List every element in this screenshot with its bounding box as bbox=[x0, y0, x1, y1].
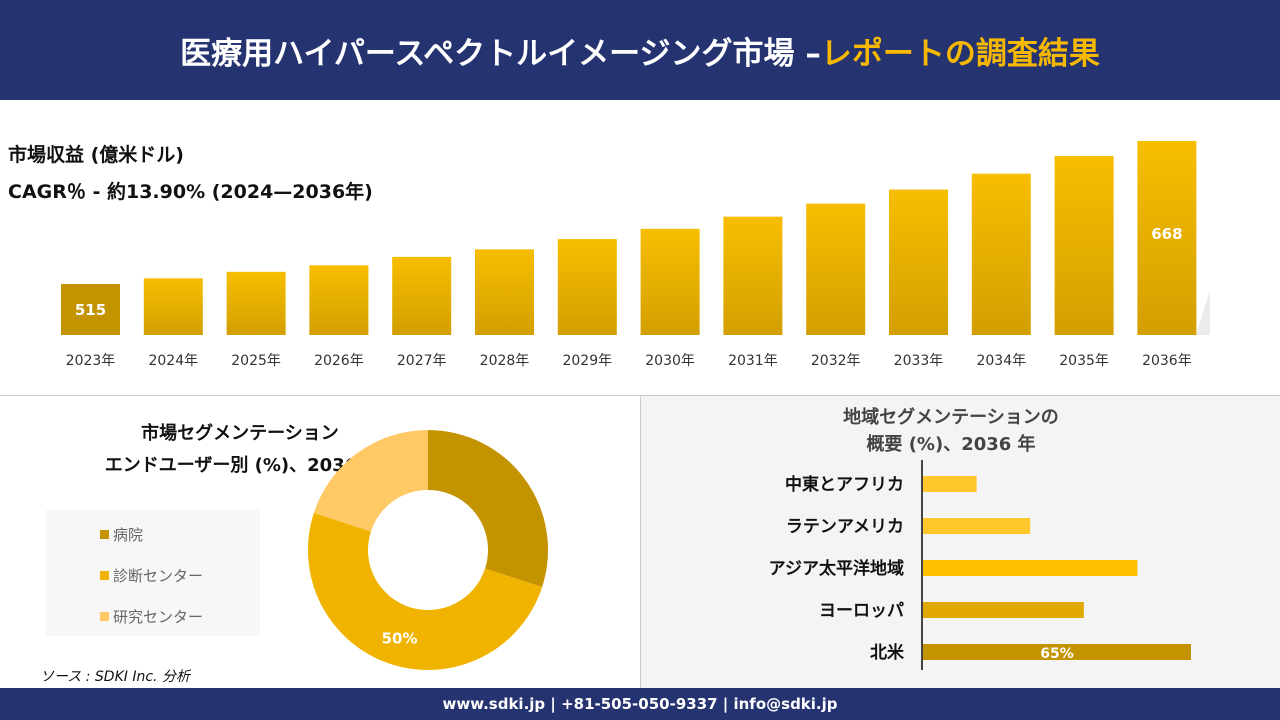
data-label: 515 bbox=[75, 301, 106, 319]
revenue-bar bbox=[143, 278, 203, 335]
legend-swatch bbox=[100, 612, 109, 621]
donut-slice bbox=[428, 430, 548, 588]
legend-label: 診断センター bbox=[113, 567, 204, 585]
revenue-bar bbox=[889, 189, 948, 335]
region-bar bbox=[923, 644, 1191, 660]
x-tick-label: 2035年 bbox=[1059, 353, 1109, 369]
x-tick-label: 2023年 bbox=[66, 353, 116, 369]
cagr-text: CAGR％ - 約13.90% (2024—2036年) bbox=[8, 181, 373, 203]
divider bbox=[0, 395, 1280, 396]
category-label: ヨーロッパ bbox=[819, 601, 904, 621]
region-bar bbox=[923, 560, 1138, 576]
data-label: 50% bbox=[382, 629, 418, 647]
title-main: 医療用ハイパースペクトルイメージング市場 – bbox=[180, 35, 821, 72]
segment-title: 市場セグメンテーションエンドユーザー別 (%)、2036年 bbox=[40, 418, 440, 482]
region-bar bbox=[923, 518, 1031, 534]
donut-legend: 病院 診断センター 研究センター bbox=[46, 510, 260, 636]
source-note: ソース : SDKI Inc. 分析 bbox=[40, 669, 190, 685]
x-tick-label: 2034年 bbox=[976, 353, 1026, 369]
donut-slice bbox=[313, 430, 428, 532]
region-title: 地域セグメンテーションの 概要 (%)、2036 年 bbox=[721, 404, 1181, 458]
x-tick-label: 2036年 bbox=[1142, 353, 1192, 369]
x-tick-label: 2030年 bbox=[645, 353, 695, 369]
revenue-bar bbox=[640, 228, 700, 335]
region-title-line2: 概要 (%)、2036 年 bbox=[866, 434, 1036, 455]
x-tick-label: 2025年 bbox=[231, 353, 281, 369]
revenue-bar bbox=[1054, 155, 1114, 335]
revenue-bar bbox=[392, 256, 452, 335]
data-label: 65% bbox=[1040, 646, 1074, 662]
legend-swatch bbox=[100, 530, 109, 539]
x-tick-label: 2026年 bbox=[314, 353, 364, 369]
x-tick-label: 2031年 bbox=[728, 353, 778, 369]
data-label: 668 bbox=[1151, 225, 1182, 243]
legend-item: 病院 bbox=[100, 524, 143, 545]
revenue-bar bbox=[723, 216, 783, 335]
x-tick-label: 2027年 bbox=[397, 353, 447, 369]
legend-label: 病院 bbox=[113, 526, 144, 544]
segment-title-line2: エンドユーザー別 (%)、2036年 bbox=[104, 455, 376, 476]
revenue-bar bbox=[557, 239, 617, 335]
end-user-donut-chart: 50% bbox=[308, 430, 548, 670]
revenue-bar-chart: 2023年 515 2024年 2025年 2026年 2027年 2028年 2029年 20… bbox=[60, 140, 1210, 369]
category-label: 北米 bbox=[870, 642, 905, 663]
revenue-bar bbox=[475, 249, 534, 335]
region-panel: 中東とアフリカ ラテンアメリカアジア太平洋地域ヨーロッパ北米 65% 地域セグメンテ… bbox=[640, 396, 1280, 688]
region-title-line1: 地域セグメンテーションの bbox=[843, 407, 1059, 428]
revenue-bar bbox=[806, 203, 866, 335]
x-tick-label: 2029年 bbox=[562, 353, 612, 369]
title-accent: レポートの調査結果 bbox=[820, 35, 1100, 72]
category-label: アジア太平洋地域 bbox=[769, 558, 904, 579]
legend-label: 研究センター bbox=[113, 608, 204, 626]
header-title: 医療用ハイパースペクトルイメージング市場 – レポートの調査結果 bbox=[0, 0, 1280, 100]
category-label: ラテンアメリカ bbox=[786, 517, 904, 537]
end-user-panel: 市場セグメンテーションエンドユーザー別 (%)、2036年 病院 診断センター … bbox=[0, 396, 640, 688]
x-tick-label: 2033年 bbox=[894, 353, 944, 369]
legend-item: 診断センター bbox=[100, 565, 203, 586]
footer-contact: www.sdki.jp | +81-505-050-9337 | info@sd… bbox=[0, 688, 1280, 720]
donut-slice bbox=[308, 512, 543, 670]
revenue-bar bbox=[309, 265, 369, 335]
x-tick-label: 2028年 bbox=[480, 353, 530, 369]
region-bar bbox=[923, 602, 1084, 618]
x-tick-label: 2032年 bbox=[811, 353, 861, 369]
region-bar bbox=[923, 476, 977, 492]
revenue-bar bbox=[1137, 140, 1197, 335]
revenue-bar bbox=[61, 283, 120, 335]
segment-title-line1: 市場セグメンテーション bbox=[141, 423, 339, 444]
revenue-bar bbox=[971, 173, 1031, 335]
category-label: 中東とアフリカ bbox=[785, 474, 904, 495]
legend-swatch bbox=[100, 571, 109, 580]
revenue-title: 市場収益 (億米ドル) bbox=[8, 144, 184, 166]
legend-item: 研究センター bbox=[100, 606, 203, 627]
revenue-bar bbox=[226, 271, 286, 335]
x-tick-label: 2024年 bbox=[148, 353, 198, 369]
